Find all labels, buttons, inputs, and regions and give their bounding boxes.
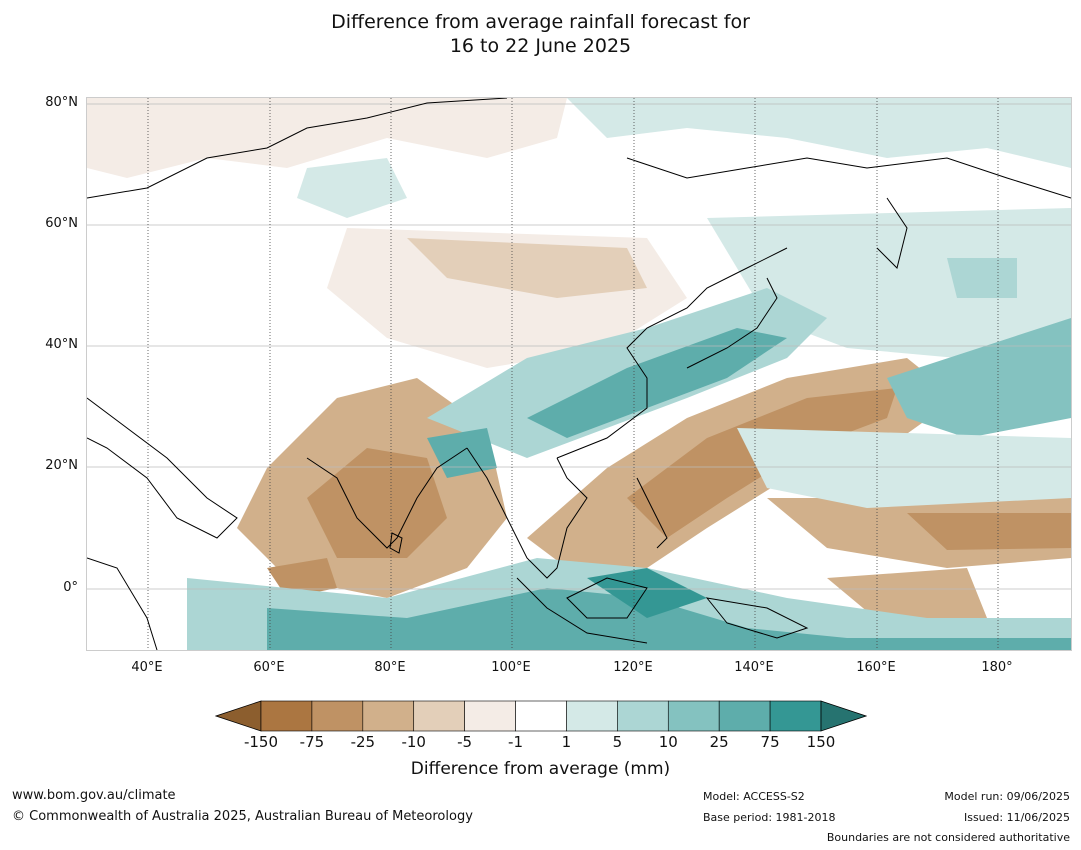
dry-anomaly-layer — [87, 98, 1071, 628]
colorbar-tick-label: 150 — [806, 733, 836, 751]
colorbar-cell — [667, 700, 720, 732]
colorbar-tick-label: 1 — [561, 733, 572, 751]
model-text: Model: ACCESS-S2 — [703, 790, 805, 803]
colorbar-arrow-high — [820, 700, 867, 732]
lat-label-0: 0° — [63, 580, 78, 595]
colorbar-tick-label: 10 — [658, 733, 678, 751]
wet-region-siberia — [297, 158, 407, 218]
dry-region-mongolia — [407, 238, 647, 298]
coast-borneo — [566, 577, 648, 619]
colorbar-tick-label: -150 — [243, 733, 279, 751]
coast-siberia-east — [626, 157, 1071, 199]
colorbar-cell — [260, 700, 313, 732]
colorbar-cell — [718, 700, 771, 732]
colorbar-title: Difference from average (mm) — [410, 759, 671, 779]
coast-sri-lanka — [389, 532, 403, 554]
lat-label-40n: 40°N — [45, 337, 78, 352]
map-title: Difference from average rainfall forecas… — [0, 10, 1081, 58]
copyright-text: © Commonwealth of Australia 2025, Austra… — [12, 809, 473, 824]
colorbar-cell — [362, 700, 415, 732]
colorbar-cell — [464, 700, 516, 732]
wet-region-tropical-pacific — [737, 428, 1071, 508]
wet-region-arctic-east — [567, 98, 1071, 168]
colorbar-tick-label: -75 — [299, 733, 325, 751]
lon-label-60e: 60°E — [253, 660, 285, 675]
colorbar-tick-label: 75 — [760, 733, 780, 751]
coast-southeast-asia — [466, 447, 588, 579]
coastlines — [87, 98, 1071, 650]
lat-label-20n: 20°N — [45, 458, 78, 473]
coast-arctic — [87, 98, 508, 199]
coast-india — [306, 447, 468, 549]
lat-label-80n: 80°N — [45, 95, 78, 110]
lon-label-100e: 100°E — [491, 660, 531, 675]
lon-label-160e: 160°E — [856, 660, 896, 675]
colorbar-tick-label: -10 — [401, 733, 426, 751]
coast-east-asia — [556, 247, 788, 459]
wet-region-equatorial-inner — [267, 588, 1071, 650]
wet-anomaly-layer — [187, 98, 1071, 650]
title-line-1: Difference from average rainfall forecas… — [331, 11, 750, 33]
colorbar-tick-label: -5 — [457, 733, 473, 751]
colorbar-cell — [769, 700, 822, 732]
model-run-text: Model run: 09/06/2025 — [944, 790, 1070, 803]
dry-region-equatorial-pacific — [907, 513, 1071, 550]
colorbar-tick-label: 25 — [709, 733, 729, 751]
rainfall-map — [86, 97, 1072, 651]
lon-label-140e: 140°E — [734, 660, 774, 675]
colorbar-cell — [311, 700, 364, 732]
colorbar-cell — [617, 700, 669, 732]
dry-region-india-inner — [307, 448, 447, 558]
wet-region-north-pacific-inner — [947, 258, 1017, 298]
coast-philippines — [636, 477, 668, 549]
lon-label-40e: 40°E — [131, 660, 163, 675]
colorbar — [215, 700, 867, 732]
wet-region-bay-of-bengal — [427, 428, 497, 478]
colorbar-tick-label: -25 — [350, 733, 376, 751]
coast-kamchatka — [876, 197, 908, 269]
coast-new-guinea — [705, 597, 809, 639]
lat-label-60n: 60°N — [45, 216, 78, 231]
colorbar-cell — [566, 700, 618, 732]
website-link[interactable]: www.bom.gov.au/climate — [12, 788, 176, 803]
coast-japan — [686, 277, 778, 369]
coast-sumatra-java — [516, 577, 648, 644]
map-canvas — [87, 98, 1071, 650]
dry-region-west-pacific — [827, 568, 987, 628]
title-line-2: 16 to 22 June 2025 — [449, 35, 632, 57]
colorbar-cell — [413, 700, 465, 732]
wet-region-east-asia-inner — [527, 328, 787, 438]
base-period-text: Base period: 1981-2018 — [703, 811, 836, 824]
lat-gridlines — [87, 103, 1071, 590]
coast-africa — [87, 557, 158, 650]
lon-label-120e: 120°E — [613, 660, 653, 675]
colorbar-cell — [515, 700, 567, 732]
coast-arabia — [87, 397, 238, 539]
colorbar-tick-label: -1 — [508, 733, 524, 751]
colorbar-cells — [215, 700, 867, 732]
issued-text: Issued: 11/06/2025 — [963, 811, 1070, 824]
wet-region-pacific-jet — [887, 318, 1071, 438]
lon-label-80e: 80°E — [374, 660, 406, 675]
lon-gridlines — [147, 98, 999, 650]
colorbar-tick-label: 5 — [612, 733, 623, 751]
disclaimer-text: Boundaries are not considered authoritat… — [826, 831, 1070, 844]
colorbar-arrow-low — [215, 700, 262, 732]
lon-label-180: 180° — [981, 660, 1013, 675]
